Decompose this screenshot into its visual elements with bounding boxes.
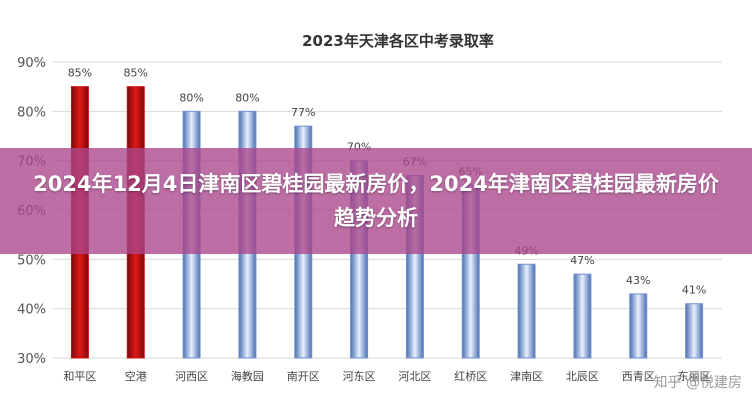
category-label: 西青区 (622, 370, 655, 383)
article-title: 2024年12月4日津南区碧桂园最新房价，2024年津南区碧桂园最新房价趋势分析 (33, 172, 719, 230)
category-label: 河西区 (175, 370, 208, 383)
data-label: 80% (179, 91, 203, 104)
y-tick-label: 40% (17, 303, 46, 318)
watermark: 知乎 @悦建房 (653, 375, 742, 391)
category-label: 南开区 (287, 370, 320, 383)
bar (629, 293, 648, 359)
category-label: 和平区 (63, 370, 96, 383)
category-label: 红桥区 (454, 370, 487, 383)
category-label: 海教园 (231, 369, 264, 383)
category-label: 河东区 (343, 370, 376, 383)
bar (517, 263, 536, 359)
data-label: 80% (235, 91, 259, 104)
data-label: 47% (570, 254, 594, 267)
chart-title: 2023年天津各区中考录取率 (302, 32, 494, 50)
category-label: 空港 (125, 369, 147, 383)
y-tick-label: 80% (17, 105, 46, 120)
y-tick-label: 50% (17, 253, 46, 268)
category-label: 河北区 (398, 370, 431, 383)
category-labels: 和平区 空港 河西区 海教园 南开区 河东区 河北区 红桥区 津南区 北辰区 西青区 东丽区 (63, 369, 710, 383)
y-tick-label: 30% (17, 352, 46, 367)
category-label: 北辰区 (566, 370, 599, 383)
bar (573, 273, 592, 359)
bar (685, 303, 704, 359)
data-label: 43% (626, 274, 650, 287)
category-label: 东丽区 (678, 370, 711, 383)
category-label: 津南区 (510, 370, 543, 383)
data-label: 85% (124, 67, 148, 80)
data-label: 41% (682, 284, 706, 297)
y-tick-label: 90% (17, 56, 46, 71)
article-title-banner: 2024年12月4日津南区碧桂园最新房价，2024年津南区碧桂园最新房价趋势分析 (0, 148, 752, 254)
data-label: 85% (68, 67, 92, 80)
data-label: 77% (291, 106, 315, 119)
